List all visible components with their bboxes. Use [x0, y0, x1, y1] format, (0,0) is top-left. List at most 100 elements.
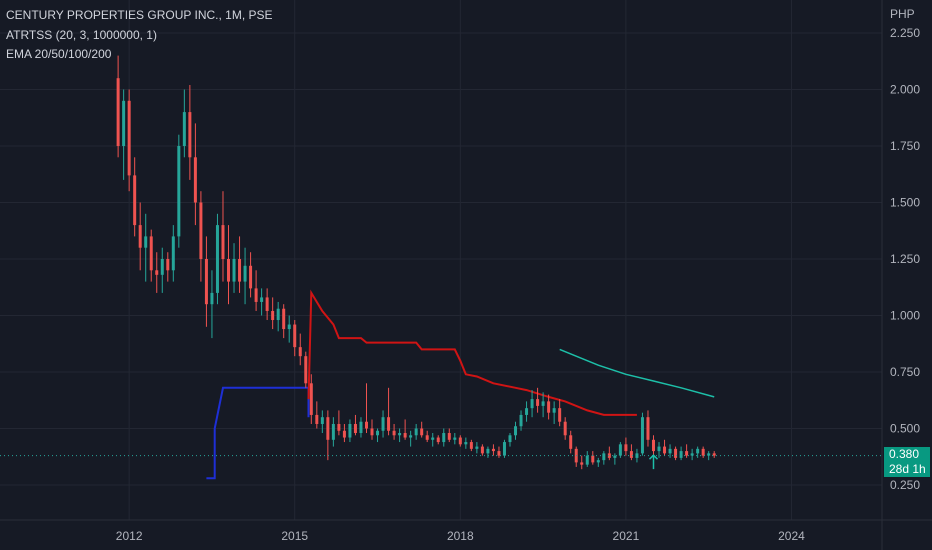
- candle-body: [342, 430, 346, 438]
- candle-body: [166, 259, 170, 271]
- candle-body: [497, 451, 501, 456]
- candle-body: [431, 437, 435, 440]
- candle-body: [585, 455, 589, 465]
- candle-body: [320, 417, 324, 424]
- candle-body: [547, 401, 551, 413]
- candle-body: [144, 236, 148, 248]
- candle-body: [188, 112, 192, 158]
- candle-body: [409, 435, 413, 438]
- candle-body: [712, 453, 716, 456]
- candle-body: [133, 175, 137, 226]
- candle-body: [326, 417, 330, 440]
- candle-body: [287, 324, 291, 330]
- candle-body: [502, 442, 506, 456]
- candle-body: [359, 421, 363, 434]
- candle-body: [403, 433, 407, 438]
- countdown-badge: 28d 1h: [884, 462, 930, 477]
- x-tick-label: 2021: [613, 529, 640, 543]
- candle-body: [541, 401, 545, 406]
- candle-body: [464, 442, 468, 445]
- y-tick-label: 1.250: [890, 252, 920, 266]
- candle-body: [491, 448, 495, 452]
- candle-body: [221, 225, 225, 259]
- x-tick-label: 2015: [281, 529, 308, 543]
- candle-body: [282, 308, 286, 330]
- candle-body: [558, 408, 562, 422]
- candle-body: [563, 421, 567, 436]
- candle-body: [227, 259, 231, 282]
- buy-arrow-icon: [648, 454, 659, 470]
- candle-body: [243, 265, 247, 282]
- candle-body: [701, 448, 705, 456]
- y-tick-label: 0.250: [890, 478, 920, 492]
- candle-body: [674, 448, 678, 458]
- x-tick-label: 2018: [447, 529, 474, 543]
- candle-body: [514, 426, 518, 436]
- candle-body: [690, 453, 694, 456]
- candle-body: [696, 448, 700, 454]
- atr-stop-line: [307, 289, 637, 416]
- candle-body: [160, 259, 164, 275]
- candle-body: [685, 451, 689, 456]
- candle-body: [276, 308, 280, 321]
- candle-body: [420, 428, 424, 436]
- last-price-badge: 0.380: [884, 447, 930, 462]
- candle-body: [469, 442, 473, 449]
- indicator-atr-label[interactable]: ATRTSS (20, 3, 1000000, 1): [6, 28, 157, 42]
- candle-body: [193, 157, 197, 203]
- candle-body: [138, 225, 142, 248]
- candle-body: [508, 435, 512, 443]
- chart-title: CENTURY PROPERTIES GROUP INC., 1M, PSE: [6, 8, 273, 22]
- candle-body: [530, 399, 534, 409]
- candle-body: [436, 437, 440, 443]
- candle-body: [425, 435, 429, 440]
- candle-body: [442, 433, 446, 443]
- candle-body: [337, 423, 341, 431]
- candle-body: [215, 225, 219, 293]
- indicator-ema-label[interactable]: EMA 20/50/100/200: [6, 47, 112, 61]
- candle-body: [663, 446, 667, 454]
- candle-body: [580, 462, 584, 465]
- candle-body: [177, 146, 181, 237]
- candle-body: [640, 417, 644, 454]
- y-tick-label: 1.000: [890, 309, 920, 323]
- y-tick-label: 1.500: [890, 196, 920, 210]
- candle-body: [260, 297, 264, 302]
- candle-body: [618, 444, 622, 456]
- x-tick-label: 2024: [778, 529, 805, 543]
- x-tick-label: 2012: [116, 529, 143, 543]
- candle-body: [387, 417, 391, 431]
- candle-body: [486, 448, 490, 454]
- candle-body: [414, 428, 418, 436]
- candle-body: [591, 455, 595, 463]
- candle-body: [182, 112, 186, 146]
- candle-body: [602, 453, 606, 461]
- candle-body: [657, 446, 661, 452]
- candle-body: [149, 236, 153, 271]
- candle-body: [447, 433, 451, 440]
- candle-body: [348, 423, 352, 438]
- candle-body: [392, 430, 396, 436]
- candle-body: [315, 414, 319, 424]
- candle-body: [199, 202, 203, 259]
- candle-body: [271, 310, 275, 321]
- candle-body: [298, 347, 302, 357]
- candle-body: [249, 265, 253, 289]
- candle-body: [171, 236, 175, 271]
- candle-body: [458, 437, 462, 445]
- candle-body: [629, 451, 633, 458]
- candle-body: [155, 270, 159, 275]
- candle-body: [536, 399, 540, 406]
- y-tick-label: 0.500: [890, 422, 920, 436]
- candle-body: [519, 414, 523, 427]
- candle-body: [607, 453, 611, 458]
- y-tick-label: 0.750: [890, 365, 920, 379]
- candle-body: [525, 408, 529, 415]
- candle-body: [127, 100, 131, 176]
- candle-body: [707, 453, 711, 456]
- candle-body: [254, 288, 258, 302]
- candle-body: [398, 433, 402, 436]
- candle-body: [475, 446, 479, 449]
